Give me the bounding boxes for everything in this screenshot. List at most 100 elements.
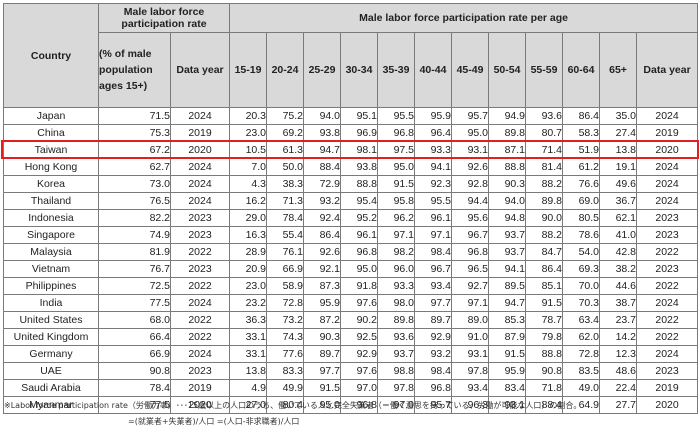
age-rate-cell: 89.5 <box>488 277 527 295</box>
age-rate-cell: 92.6 <box>451 158 490 176</box>
age-rate-cell: 95.5 <box>377 107 416 125</box>
table-row: UAE 90.8 2023 13.8 83.3 97.7 97.6 98.8 98.4 97.8 9… <box>3 362 699 380</box>
age-rate-cell: 93.2 <box>303 192 342 210</box>
age-rate-cell: 94.7 <box>488 294 527 312</box>
age-year-cell: 2022 <box>636 277 699 295</box>
age-rate-cell: 91.0 <box>451 328 490 346</box>
age-rate-cell: 88.4 <box>303 158 342 176</box>
overall-rate-cell: 76.5 <box>98 192 171 210</box>
age-rate-cell: 94.1 <box>414 158 453 176</box>
age-rate-cell: 97.8 <box>451 362 490 380</box>
country-cell: Saudi Arabia <box>3 379 99 397</box>
age-rate-cell: 94.0 <box>488 192 527 210</box>
age-rate-cell: 95.9 <box>414 107 453 125</box>
overall-rate-cell: 74.9 <box>98 226 171 244</box>
country-cell: United States <box>3 311 99 329</box>
table-row: United Kingdom 66.4 2022 33.1 74.3 90.3 92.5 93… <box>3 328 699 346</box>
age-year-cell: 2023 <box>636 226 699 244</box>
age-rate-cell: 38.3 <box>266 175 305 193</box>
age-rate-cell: 95.5 <box>414 192 453 210</box>
country-cell: UAE <box>3 362 99 380</box>
age-rate-cell: 94.0 <box>303 107 342 125</box>
table-row: Vietnam 76.7 2023 20.9 66.9 92.1 95.0 96.0 96.7 9… <box>3 260 699 278</box>
age-header: 30-34 <box>340 32 379 108</box>
overall-year-cell: 2024 <box>169 107 231 125</box>
overall-rate-group-header: Male labor force participation rate <box>97 3 231 33</box>
age-rate-cell: 96.0 <box>377 260 416 278</box>
age-header: 20-24 <box>266 32 305 108</box>
age-year-cell: 2019 <box>636 124 699 142</box>
age-rate-cell: 69.2 <box>266 124 305 142</box>
table-row: Indonesia 82.2 2023 29.0 78.4 92.4 95.2 96.2 96.… <box>3 209 699 227</box>
age-rate-cell: 89.7 <box>414 311 453 329</box>
table-row: Korea 73.0 2024 4.3 38.3 72.9 88.8 91.5 92.3 92.8… <box>3 175 699 193</box>
age-rate-cell: 96.2 <box>377 209 416 227</box>
age-rate-cell: 13.8 <box>229 362 268 380</box>
table-row: Saudi Arabia 78.4 2019 4.9 49.9 91.5 97.0 97.8 9… <box>3 379 699 397</box>
age-rate-cell: 16.2 <box>229 192 268 210</box>
age-year-cell: 2020 <box>636 396 699 414</box>
table-header: Country Male labor force participation r… <box>3 3 699 108</box>
age-header: 40-44 <box>414 32 453 108</box>
age-rate-cell: 42.8 <box>599 243 638 261</box>
age-rate-cell: 96.7 <box>451 226 490 244</box>
age-year-cell: 2024 <box>636 192 699 210</box>
age-rate-cell: 83.5 <box>562 362 601 380</box>
age-year-cell: 2024 <box>636 158 699 176</box>
age-rate-cell: 90.3 <box>303 328 342 346</box>
footnote-line-1: ※Labor force participation rate（労働力率）･･･… <box>4 401 582 410</box>
age-rate-cell: 97.6 <box>340 362 379 380</box>
age-rate-cell: 89.8 <box>377 311 416 329</box>
overall-year-header: Data year <box>169 32 231 108</box>
table-row: Germany 66.9 2024 33.1 77.6 89.7 92.9 93.7 93.2 9… <box>3 345 699 363</box>
age-rate-cell: 23.0 <box>229 277 268 295</box>
age-rate-cell: 89.0 <box>451 311 490 329</box>
age-rate-cell: 14.2 <box>599 328 638 346</box>
age-rate-cell: 96.5 <box>451 260 490 278</box>
age-rate-cell: 86.4 <box>303 226 342 244</box>
overall-year-cell: 2019 <box>169 124 231 142</box>
age-rate-cell: 93.4 <box>451 379 490 397</box>
country-cell: Taiwan <box>3 141 99 159</box>
age-rate-cell: 90.2 <box>340 311 379 329</box>
age-rate-cell: 64.9 <box>562 396 601 414</box>
age-rate-cell: 98.8 <box>377 362 416 380</box>
age-rate-cell: 88.4 <box>525 396 564 414</box>
country-cell: India <box>3 294 99 312</box>
age-rate-cell: 23.7 <box>599 311 638 329</box>
age-rate-cell: 93.1 <box>451 345 490 363</box>
age-rate-cell: 27.0 <box>229 396 268 414</box>
table-row: India 77.5 2024 23.2 72.8 95.9 97.6 98.0 97.7 97.… <box>3 294 699 312</box>
age-rate-cell: 38.2 <box>599 260 638 278</box>
age-rate-cell: 83.4 <box>488 379 527 397</box>
age-rate-cell: 81.4 <box>525 158 564 176</box>
age-rate-cell: 50.0 <box>266 158 305 176</box>
age-rate-cell: 20.3 <box>229 107 268 125</box>
overall-year-cell: 2023 <box>169 362 231 380</box>
age-rate-cell: 96.8 <box>414 379 453 397</box>
age-year-cell: 2022 <box>636 311 699 329</box>
age-rate-cell: 93.6 <box>525 107 564 125</box>
age-rate-cell: 95.4 <box>340 192 379 210</box>
age-rate-cell: 87.2 <box>303 311 342 329</box>
age-year-cell: 2023 <box>636 209 699 227</box>
age-rate-cell: 33.1 <box>229 345 268 363</box>
age-rate-cell: 35.0 <box>599 107 638 125</box>
age-rate-cell: 33.1 <box>229 328 268 346</box>
overall-year-cell: 2023 <box>169 209 231 227</box>
age-rate-cell: 88.2 <box>525 175 564 193</box>
age-rate-cell: 22.4 <box>599 379 638 397</box>
overall-pct-header: (% of male population ages 15+) <box>98 32 171 108</box>
age-rate-cell: 62.1 <box>599 209 638 227</box>
overall-year-cell: 2024 <box>169 345 231 363</box>
overall-year-cell: 2023 <box>169 260 231 278</box>
age-rate-cell: 69.0 <box>562 192 601 210</box>
overall-year-cell: 2022 <box>169 311 231 329</box>
overall-rate-cell: 66.4 <box>98 328 171 346</box>
age-year-cell: 2024 <box>636 345 699 363</box>
age-header: 60-64 <box>562 32 601 108</box>
age-header: 55-59 <box>525 32 564 108</box>
age-year-cell: 2023 <box>636 362 699 380</box>
age-rate-cell: 91.5 <box>377 175 416 193</box>
age-rate-cell: 58.3 <box>562 124 601 142</box>
